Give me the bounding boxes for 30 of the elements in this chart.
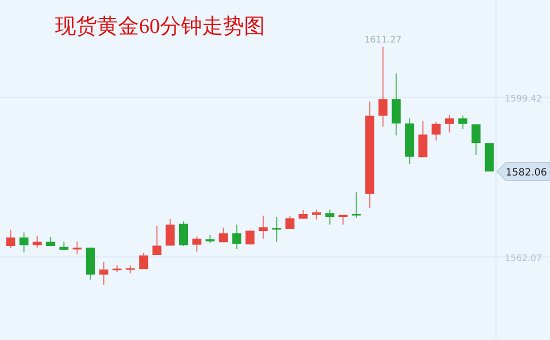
candlestick [444, 114, 454, 134]
candlestick [352, 192, 361, 218]
candlestick [312, 209, 321, 220]
candlestick [166, 218, 175, 246]
candlestick [272, 216, 282, 242]
candlestick [232, 224, 242, 250]
candlestick [472, 124, 481, 156]
candlestick [218, 227, 228, 243]
candlestick [126, 264, 135, 274]
candlestick [192, 236, 202, 252]
annotation: 1611.27 [364, 36, 402, 46]
y-tick-label: 1599.42 [504, 94, 542, 104]
text: 1582.06 [506, 167, 547, 178]
y-tick-label: 1562.07 [504, 254, 542, 264]
candlestick [432, 121, 441, 142]
candlestick [19, 232, 28, 254]
candlestick [99, 261, 108, 286]
candlestick [285, 215, 294, 230]
candlestick [152, 225, 162, 256]
candlestick [378, 46, 388, 128]
text: 现货黄金60分钟走势图 [55, 14, 265, 38]
candlestick [6, 229, 16, 249]
candlestick [179, 220, 188, 247]
candlestick [72, 241, 82, 255]
candlestick [458, 115, 468, 130]
candlestick [246, 230, 254, 245]
candlestick [139, 252, 148, 270]
candlestick [418, 120, 428, 158]
candlestick [325, 209, 334, 226]
candlestick [258, 215, 268, 240]
